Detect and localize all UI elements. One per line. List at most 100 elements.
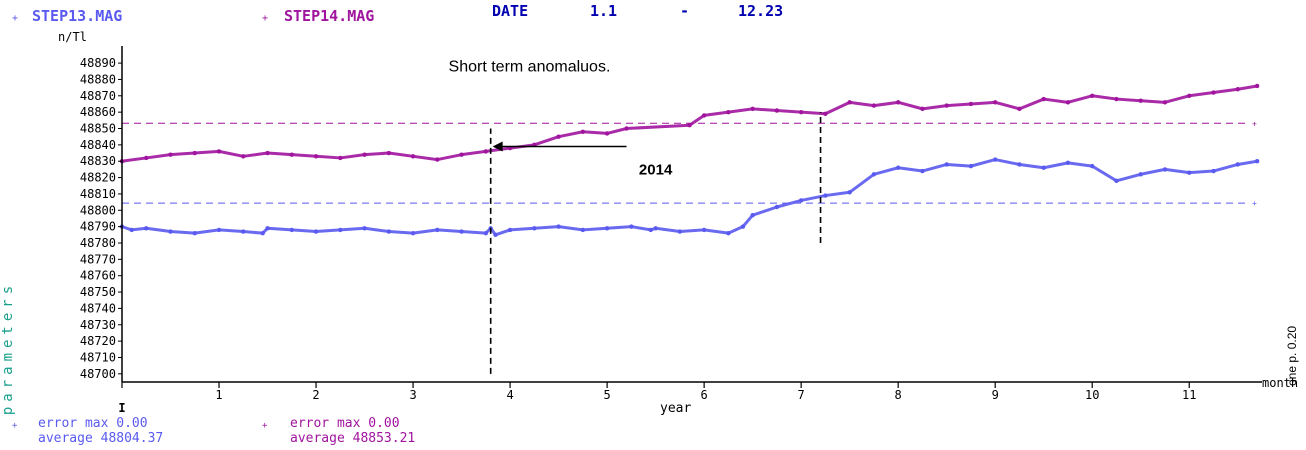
data-point: [580, 227, 586, 233]
data-point: [1254, 83, 1260, 89]
data-point: [289, 227, 294, 233]
data-point: [750, 106, 755, 112]
x-right-label: month: [1262, 376, 1298, 390]
average-lines: ++: [122, 119, 1257, 208]
x-tick-label: 4: [506, 388, 513, 402]
y-tick-label: 48870: [80, 89, 116, 103]
s2-average: average 48853.21: [290, 431, 415, 446]
data-point: [265, 150, 270, 156]
y-tick-label: 48730: [80, 318, 116, 332]
data-point: [847, 100, 852, 105]
arrow-head: [492, 141, 503, 152]
data-point: [992, 100, 998, 105]
data-point: [1041, 165, 1046, 170]
date-range: DATE 1.1 - 12.23: [492, 2, 783, 20]
data-point: [386, 150, 392, 156]
data-point: [895, 100, 901, 105]
data-point: [726, 230, 731, 236]
y-tick-label: 48770: [80, 252, 116, 266]
data-point: [260, 230, 265, 236]
data-point: [920, 106, 925, 112]
legend-label-step14: STEP14.MAG: [284, 7, 374, 25]
y-tick-label: 48780: [80, 236, 116, 250]
data-point: [1211, 90, 1216, 95]
data-point: [1090, 93, 1095, 98]
footer-marker-step13: +: [12, 421, 18, 431]
data-point: [483, 149, 489, 154]
x-tick-label: 11: [1182, 388, 1196, 402]
x-tick-label: 1: [215, 388, 222, 402]
data-point: [192, 150, 197, 156]
data-point: [701, 227, 707, 233]
legend-marker-step13: +: [12, 13, 18, 24]
data-point: [653, 226, 658, 231]
data-point: [1187, 93, 1192, 98]
x-axis-label: year: [660, 401, 691, 416]
data-point: [968, 163, 974, 169]
date-start: 1.1: [590, 2, 617, 20]
data-point: [1235, 162, 1240, 167]
x-tick-label: I: [118, 401, 125, 415]
data-point: [313, 154, 319, 159]
data-point: [1065, 100, 1071, 105]
data-point: [338, 227, 343, 233]
y-tick-label: 48790: [80, 220, 116, 234]
data-point: [687, 123, 692, 128]
y-tick-label: 48760: [80, 269, 116, 283]
y-tick-label: 48890: [80, 56, 116, 70]
data-point: [1211, 168, 1216, 174]
data-point: [362, 226, 367, 231]
data-point: [483, 230, 489, 236]
data-point: [338, 155, 343, 161]
data-point: [435, 227, 440, 233]
data-point: [289, 152, 294, 157]
data-point: [410, 154, 416, 159]
data-point: [624, 126, 629, 131]
data-point: [823, 193, 828, 198]
data-point: [507, 227, 513, 233]
data-point: [604, 226, 610, 231]
data-point: [798, 198, 804, 203]
data-point: [871, 103, 877, 108]
data-point: [459, 229, 464, 234]
data-point: [192, 230, 197, 236]
data-point: [216, 149, 222, 154]
y-tick-label: 48850: [80, 122, 116, 136]
data-point: [459, 152, 464, 157]
s2-error: error max 0.00: [290, 416, 400, 431]
y-tick-label: 48880: [80, 72, 116, 86]
data-point: [1017, 162, 1022, 167]
data-point: [168, 229, 173, 234]
axes: 4870048710487204873048740487504876048770…: [80, 46, 1262, 415]
y-tick-label: 48810: [80, 187, 116, 201]
legend-label-step13: STEP13.MAG: [32, 7, 122, 25]
y-tick-label: 48740: [80, 301, 116, 315]
data-point: [968, 101, 974, 107]
y-tick-label: 48830: [80, 154, 116, 168]
side-note: one p. 0.20: [1285, 326, 1299, 386]
data-point: [871, 172, 877, 177]
annotation-year: 2014: [639, 161, 673, 178]
data-point: [774, 108, 780, 113]
y-tick-label: 48700: [80, 367, 116, 381]
footer-marker-step14: +: [262, 421, 268, 431]
data-point: [1138, 98, 1143, 103]
average-marker: +: [1252, 119, 1257, 128]
data-point: [992, 157, 998, 162]
x-tick-label: 5: [603, 388, 610, 402]
data-point: [386, 229, 392, 234]
date-end: 12.23: [738, 2, 783, 20]
data-point: [726, 109, 731, 115]
data-point: [410, 230, 416, 236]
data-point: [168, 152, 173, 157]
average-marker: +: [1252, 199, 1257, 208]
data-point: [1090, 163, 1095, 169]
footer-stats: + error max 0.00 average 48804.37 + erro…: [12, 416, 415, 446]
data-point: [847, 190, 852, 195]
data-point: [798, 109, 804, 115]
x-tick-label: 10: [1085, 388, 1099, 402]
x-tick-label: 2: [312, 388, 319, 402]
data-point: [1017, 106, 1022, 112]
series-line-step13-mag: [121, 158, 1258, 237]
